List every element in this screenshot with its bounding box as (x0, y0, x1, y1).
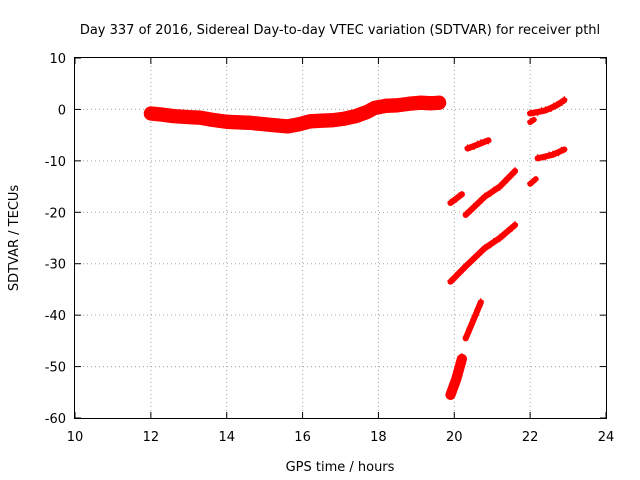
series-main-track (143, 95, 447, 134)
series-layer (143, 95, 568, 400)
series-arc-i (527, 96, 568, 117)
x-tick-label: 18 (370, 430, 387, 445)
x-tick-label: 12 (143, 430, 160, 445)
y-tick-label: -40 (45, 309, 66, 324)
y-tick-label: -10 (45, 155, 66, 170)
y-tick-label: -60 (45, 412, 66, 427)
series-arc-d (447, 221, 519, 285)
x-tick-label: 16 (294, 430, 311, 445)
x-tick-label: 22 (522, 430, 539, 445)
series-arc-h (527, 116, 537, 126)
series-arc-f (445, 353, 467, 400)
x-tick-label: 24 (598, 430, 615, 445)
plus-markers (147, 95, 443, 133)
y-tick-label: -50 (45, 361, 66, 376)
plus-markers (464, 138, 492, 151)
axis-ticks: 10 12 14 16 18 20 22 24 10 0 -10 -20 -30 -40 -50 -60 (45, 52, 615, 445)
x-tick-label: 14 (218, 430, 235, 445)
y-tick-label: 0 (58, 103, 66, 118)
x-axis-label: GPS time / hours (286, 460, 395, 475)
chart-title: Day 337 of 2016, Sidereal Day-to-day VTE… (80, 23, 600, 38)
plus-markers (447, 353, 465, 396)
plus-markers (527, 116, 537, 125)
plus-markers (462, 167, 518, 217)
series-arc-j (534, 146, 568, 162)
plus-markers (447, 221, 518, 284)
series-arc-a (447, 191, 465, 207)
y-axis-label: SDTVAR / TECUs (7, 185, 22, 292)
x-tick-label: 10 (67, 430, 84, 445)
plus-markers (527, 96, 568, 117)
plus-markers (447, 191, 465, 205)
series-arc-e (462, 298, 484, 342)
plus-markers (527, 176, 539, 187)
y-tick-label: -20 (45, 206, 66, 221)
plus-markers (534, 146, 568, 161)
plot-frame (74, 57, 607, 419)
series-arc-g (527, 176, 539, 187)
y-tick-label: 10 (49, 52, 66, 67)
series-arc-b (462, 167, 519, 218)
y-tick-label: -30 (45, 258, 66, 273)
series-arc-c (464, 137, 492, 152)
plus-markers (462, 298, 484, 341)
x-tick-label: 20 (446, 430, 463, 445)
